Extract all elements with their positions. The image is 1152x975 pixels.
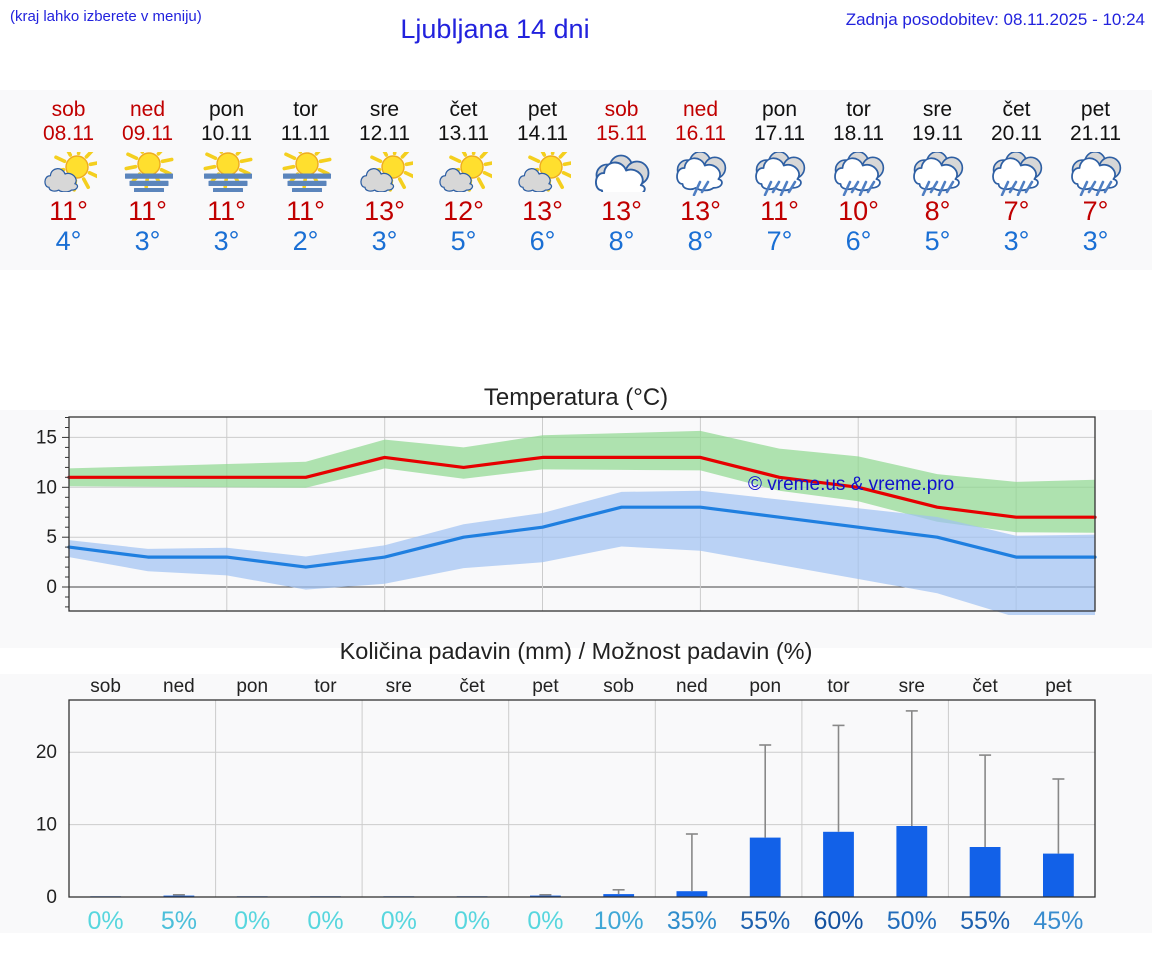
svg-text:tor: tor xyxy=(827,676,850,697)
svg-text:10: 10 xyxy=(36,815,57,836)
svg-text:sob: sob xyxy=(90,676,121,697)
svg-text:20: 20 xyxy=(36,742,57,763)
svg-text:sre: sre xyxy=(386,676,412,697)
svg-text:45%: 45% xyxy=(1033,907,1083,933)
svg-text:60%: 60% xyxy=(813,907,863,933)
svg-text:0%: 0% xyxy=(88,907,124,933)
svg-text:sre: sre xyxy=(899,676,925,697)
svg-text:pon: pon xyxy=(236,676,268,697)
svg-text:5: 5 xyxy=(46,527,57,548)
svg-text:© vreme.us & vreme.pro: © vreme.us & vreme.pro xyxy=(748,474,954,495)
svg-text:tor: tor xyxy=(314,676,337,697)
svg-text:pon: pon xyxy=(749,676,781,697)
svg-text:pet: pet xyxy=(532,676,559,697)
svg-text:0%: 0% xyxy=(527,907,563,933)
svg-text:0: 0 xyxy=(46,887,57,908)
svg-text:0: 0 xyxy=(46,577,57,598)
svg-text:0%: 0% xyxy=(454,907,490,933)
svg-text:10: 10 xyxy=(36,477,57,498)
svg-text:50%: 50% xyxy=(887,907,937,933)
svg-text:sob: sob xyxy=(603,676,634,697)
svg-text:10%: 10% xyxy=(594,907,644,933)
svg-text:0%: 0% xyxy=(234,907,270,933)
svg-text:5%: 5% xyxy=(161,907,197,933)
svg-text:0%: 0% xyxy=(307,907,343,933)
svg-text:čet: čet xyxy=(972,676,998,697)
svg-text:35%: 35% xyxy=(667,907,717,933)
svg-text:ned: ned xyxy=(676,676,708,697)
svg-text:55%: 55% xyxy=(740,907,790,933)
svg-text:15: 15 xyxy=(36,427,57,448)
svg-text:ned: ned xyxy=(163,676,195,697)
svg-text:55%: 55% xyxy=(960,907,1010,933)
svg-text:čet: čet xyxy=(459,676,485,697)
svg-text:0%: 0% xyxy=(381,907,417,933)
svg-text:pet: pet xyxy=(1045,676,1072,697)
